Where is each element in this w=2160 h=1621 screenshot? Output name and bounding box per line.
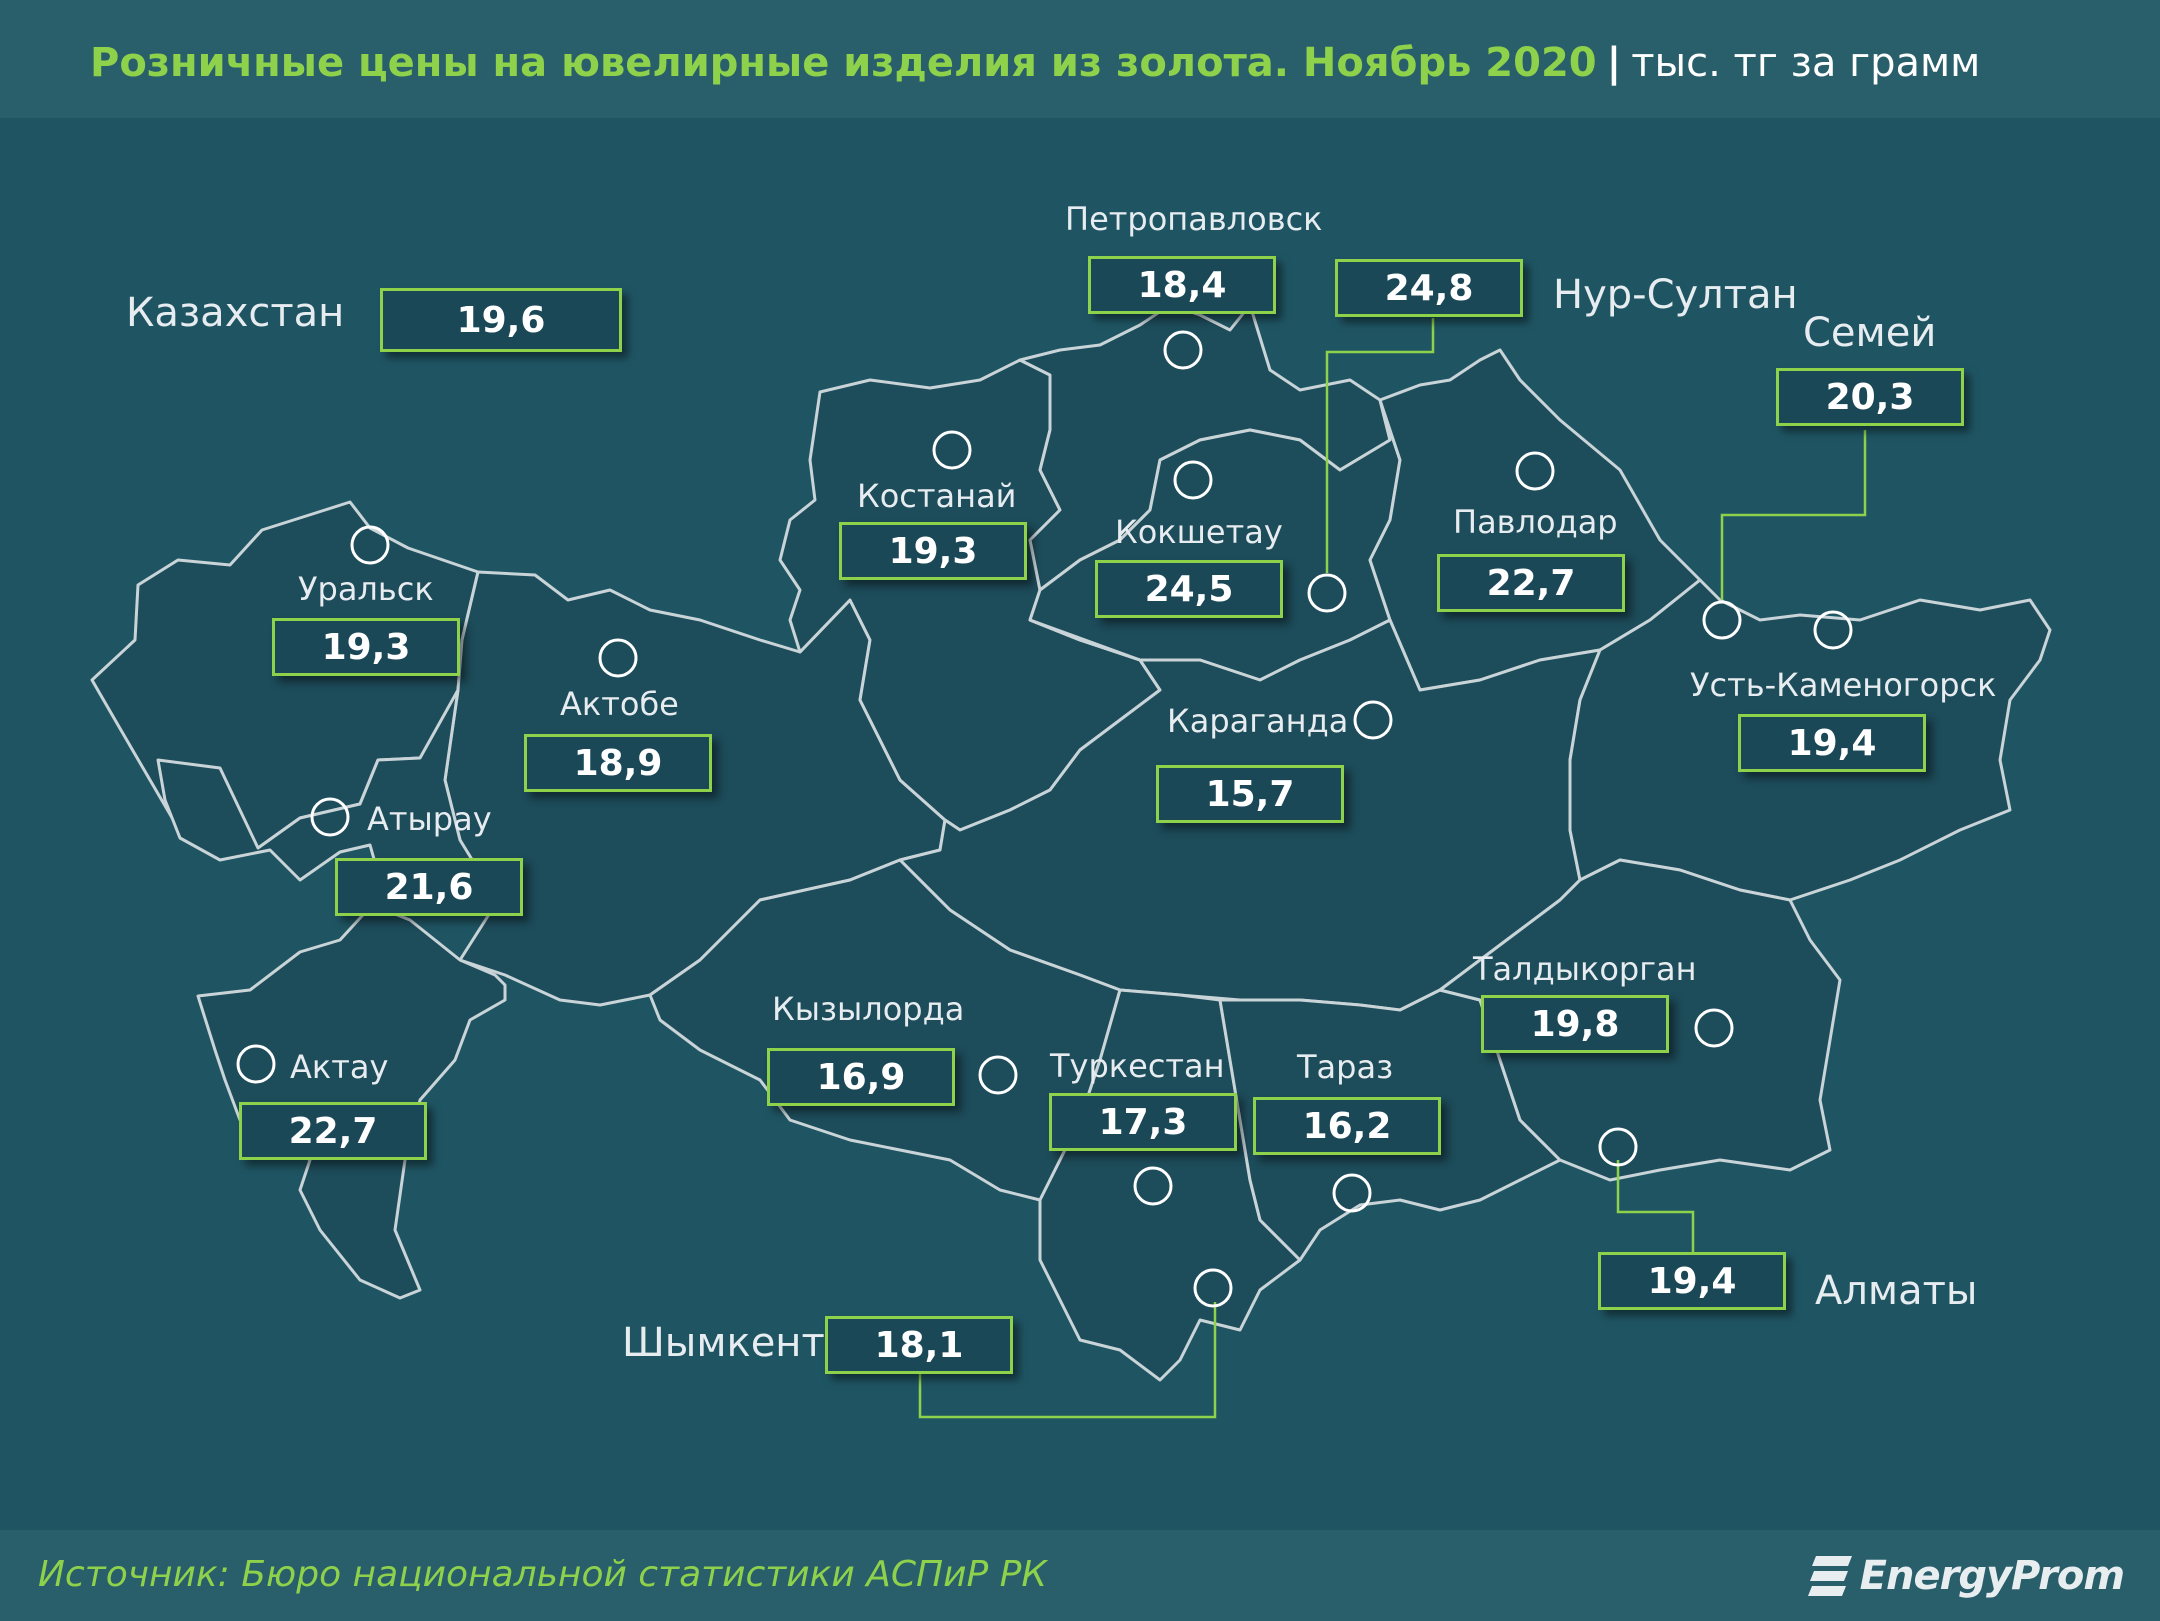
city-label-semey: Семей xyxy=(1803,310,1937,356)
city-label-shymkent: Шымкент xyxy=(622,1320,825,1366)
city-label-taraz: Тараз xyxy=(1297,1048,1394,1086)
city-value-uralsk: 19,3 xyxy=(272,618,460,676)
city-label-kokshetau: Кокшетау xyxy=(1115,513,1283,551)
city-value-taldykorgan: 19,8 xyxy=(1481,995,1669,1053)
city-marker-petropavlovsk xyxy=(1163,330,1203,370)
city-value-aktau: 22,7 xyxy=(239,1102,427,1160)
city-marker-uralsk xyxy=(350,525,390,565)
city-value-kyzylorda: 16,9 xyxy=(767,1048,955,1106)
title-separator: | xyxy=(1606,40,1622,86)
leader-line-almaty xyxy=(1616,1160,1695,1252)
title-text: Розничные цены на ювелирные изделия из з… xyxy=(90,40,1597,86)
country-label: Казахстан xyxy=(126,290,345,336)
city-label-ust-kamenogorsk: Усть-Каменогорск xyxy=(1690,666,1997,704)
city-label-aktobe: Актобе xyxy=(560,685,679,723)
city-marker-atyrau xyxy=(310,797,350,837)
city-label-petropavlovsk: Петропавловск xyxy=(1065,200,1323,238)
city-label-nur-sultan: Нур-Султан xyxy=(1553,272,1798,318)
city-marker-kokshetau xyxy=(1173,460,1213,500)
energyprom-logo: EnergyProm xyxy=(1807,1548,2125,1604)
logo-text: EnergyProm xyxy=(1859,1553,2125,1599)
city-value-almaty: 19,4 xyxy=(1598,1252,1786,1310)
city-marker-aktau xyxy=(236,1044,276,1084)
city-marker-shymkent xyxy=(1193,1268,1233,1308)
city-value-turkestan: 17,3 xyxy=(1049,1093,1237,1151)
city-value-atyrau: 21,6 xyxy=(335,858,523,916)
city-marker-kyzylorda xyxy=(978,1055,1018,1095)
city-marker-kostanay xyxy=(932,430,972,470)
city-label-karaganda: Караганда xyxy=(1167,702,1349,740)
city-value-aktobe: 18,9 xyxy=(524,734,712,792)
city-value-petropavlovsk: 18,4 xyxy=(1088,256,1276,314)
city-label-almaty: Алматы xyxy=(1815,1268,1978,1314)
country-value-box: 19,6 xyxy=(380,288,622,352)
city-label-pavlodar: Павлодар xyxy=(1453,503,1618,541)
leader-line-nur-sultan xyxy=(1325,318,1435,573)
city-label-turkestan: Туркестан xyxy=(1050,1047,1225,1085)
leader-line-shymkent xyxy=(918,1302,1217,1419)
city-marker-almaty xyxy=(1598,1127,1638,1167)
city-marker-pavlodar xyxy=(1515,451,1555,491)
footer-band: Источник: Бюро национальной статистики А… xyxy=(0,1530,2160,1621)
city-marker-turkestan xyxy=(1133,1166,1173,1206)
city-label-kyzylorda: Кызылорда xyxy=(772,990,965,1028)
city-marker-karaganda xyxy=(1353,700,1393,740)
header-band: Розничные цены на ювелирные изделия из з… xyxy=(0,0,2160,118)
city-value-taraz: 16,2 xyxy=(1253,1097,1441,1155)
title-unit: тыс. тг за грамм xyxy=(1631,40,1981,86)
energyprom-logo-icon xyxy=(1807,1556,1852,1596)
city-label-atyrau: Атырау xyxy=(367,800,492,838)
city-value-nur-sultan: 24,8 xyxy=(1335,259,1523,317)
city-marker-nur-sultan xyxy=(1307,573,1347,613)
city-marker-taldykorgan xyxy=(1694,1008,1734,1048)
city-value-kokshetau: 24,5 xyxy=(1095,560,1283,618)
city-label-taldykorgan: Талдыкорган xyxy=(1473,950,1697,988)
city-value-pavlodar: 22,7 xyxy=(1437,554,1625,612)
source-note: Источник: Бюро национальной статистики А… xyxy=(38,1554,1047,1595)
city-value-shymkent: 18,1 xyxy=(825,1316,1013,1374)
city-marker-semey xyxy=(1702,600,1742,640)
city-marker-taraz xyxy=(1332,1173,1372,1213)
city-value-karaganda: 15,7 xyxy=(1156,765,1344,823)
city-label-aktau: Актау xyxy=(290,1048,389,1086)
city-value-semey: 20,3 xyxy=(1776,368,1964,426)
city-value-kostanay: 19,3 xyxy=(839,522,1027,580)
city-label-uralsk: Уральск xyxy=(298,570,434,608)
city-marker-ust-kamenogorsk xyxy=(1813,610,1853,650)
city-label-kostanay: Костанай xyxy=(857,477,1017,515)
page-title: Розничные цены на ювелирные изделия из з… xyxy=(90,40,1980,86)
city-marker-aktobe xyxy=(598,638,638,678)
city-value-ust-kamenogorsk: 19,4 xyxy=(1738,714,1926,772)
leader-line-semey xyxy=(1720,430,1867,600)
